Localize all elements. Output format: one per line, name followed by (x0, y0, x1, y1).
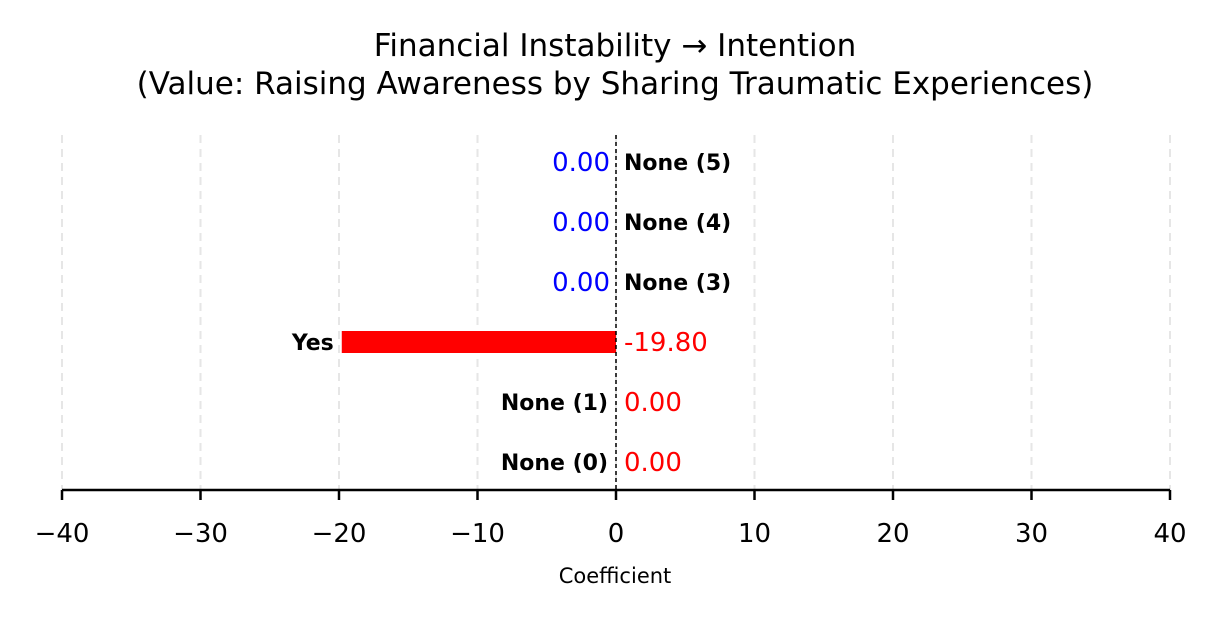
x-tick-label: −40 (35, 519, 90, 549)
chart-title-line-1: Financial Instability → Intention (374, 28, 856, 64)
x-tick-label: −10 (450, 519, 505, 549)
value-label: 0.00 (624, 388, 682, 418)
category-label: None (4) (624, 211, 731, 236)
category-label: Yes (291, 331, 334, 356)
category-label: None (0) (501, 451, 608, 476)
x-tick-label: −20 (312, 519, 367, 549)
x-axis: −40 −30 −20 −10 0 10 20 30 40 (35, 488, 1187, 549)
x-tick-label: 30 (1015, 519, 1048, 549)
category-label: None (5) (624, 151, 731, 176)
x-tick-label: −30 (173, 519, 228, 549)
x-tick-label: 40 (1153, 519, 1186, 549)
x-tick-label: 0 (608, 519, 625, 549)
x-tick-label: 10 (738, 519, 771, 549)
x-axis-label: Coefficient (559, 564, 672, 588)
category-label: None (3) (624, 271, 731, 296)
x-tick-label: 20 (876, 519, 909, 549)
value-label: 0.00 (552, 208, 610, 238)
category-label: None (1) (501, 391, 608, 416)
value-label: -19.80 (624, 328, 708, 358)
value-label: 0.00 (552, 148, 610, 178)
chart-title-line-2: (Value: Raising Awareness by Sharing Tra… (137, 66, 1094, 102)
value-label: 0.00 (552, 268, 610, 298)
bar (341, 331, 616, 353)
bars (341, 331, 616, 353)
value-label: 0.00 (624, 448, 682, 478)
bar-labels: None (0) 0.00 None (1) 0.00 Yes -19.80 None (3… (291, 148, 731, 478)
